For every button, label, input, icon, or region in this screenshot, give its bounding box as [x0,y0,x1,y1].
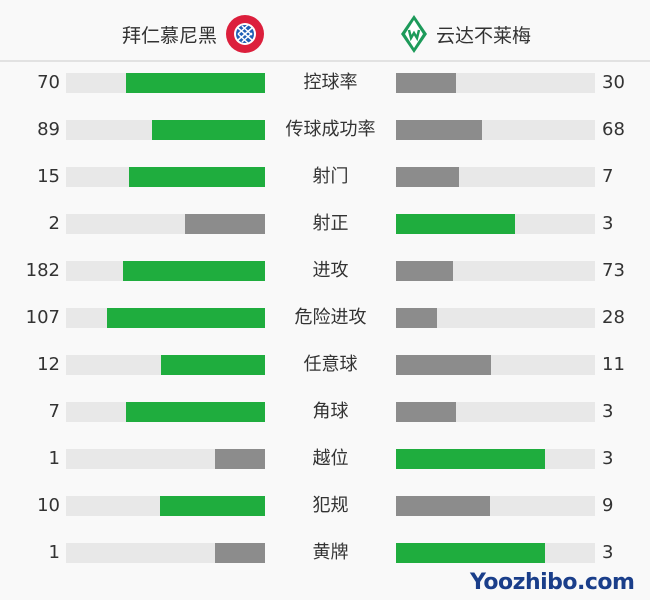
stat-row: 107 危险进攻 28 [0,307,650,329]
home-bar-fill [152,120,265,140]
werder-crest-icon [401,15,427,53]
home-value: 107 [25,307,60,328]
away-bar-fill [396,308,438,328]
home-value: 1 [48,542,60,563]
stat-label: 危险进攻 [294,307,367,328]
stat-row: 7 角球 3 [0,401,650,423]
away-bar-track [396,308,595,328]
away-bar-track [396,120,595,140]
home-value: 7 [48,401,60,422]
home-bar-track [66,449,265,469]
away-value: 3 [602,448,614,469]
stat-row: 182 进攻 73 [0,260,650,282]
home-bar-fill [125,402,265,422]
away-bar-fill [396,73,456,93]
away-bar-fill [396,355,492,375]
stat-label: 进攻 [312,260,349,281]
away-value: 30 [602,72,625,93]
away-bar-fill [396,402,456,422]
home-bar-track [66,355,265,375]
stat-label: 控球率 [303,72,358,93]
away-bar-track [396,496,595,516]
home-bar-fill [185,214,265,234]
home-bar-track [66,496,265,516]
away-bar-track [396,449,595,469]
away-bar-fill [396,543,546,563]
away-bar-fill [396,261,453,281]
home-team[interactable]: 拜仁慕尼黑 [122,14,265,54]
home-bar-fill [161,355,265,375]
home-bar-fill [215,543,265,563]
home-value: 182 [25,260,60,281]
stat-row: 89 传球成功率 68 [0,119,650,141]
stat-label: 传球成功率 [285,119,376,140]
home-bar-track [66,120,265,140]
stat-label: 射门 [312,166,349,187]
home-bar-track [66,73,265,93]
stat-row: 1 越位 3 [0,448,650,470]
away-value: 3 [602,213,614,234]
away-bar-fill [396,120,483,140]
header-divider [0,60,650,62]
stat-label: 射正 [312,213,349,234]
home-bar-track [66,308,265,328]
home-value: 89 [37,119,60,140]
home-value: 2 [48,213,60,234]
stat-row: 1 黄牌 3 [0,542,650,564]
home-bar-fill [125,73,265,93]
stat-row: 70 控球率 30 [0,72,650,94]
home-bar-fill [160,496,265,516]
home-bar-track [66,543,265,563]
home-bar-fill [129,167,265,187]
stat-row: 15 射门 7 [0,166,650,188]
home-value: 70 [37,72,60,93]
away-bar-track [396,214,595,234]
home-bar-track [66,167,265,187]
bayern-crest-icon [226,15,265,53]
away-value: 28 [602,307,625,328]
away-bar-fill [396,449,546,469]
away-bar-track [396,355,595,375]
away-value: 68 [602,119,625,140]
home-team-name: 拜仁慕尼黑 [122,24,218,47]
stat-label: 犯规 [312,495,349,516]
away-value: 73 [602,260,625,281]
stat-row: 2 射正 3 [0,213,650,235]
away-bar-fill [396,167,460,187]
away-bar-track [396,167,595,187]
home-bar-fill [107,308,265,328]
home-value: 12 [37,354,60,375]
match-header: 拜仁慕尼黑 云达不莱梅 [0,0,650,58]
away-bar-track [396,543,595,563]
away-value: 3 [602,542,614,563]
away-bar-track [396,402,595,422]
away-bar-track [396,73,595,93]
away-bar-track [396,261,595,281]
stat-label: 任意球 [303,354,358,375]
stat-label: 角球 [312,401,349,422]
home-bar-track [66,214,265,234]
watermark: Yoozhibo.com [470,570,635,595]
home-bar-track [66,402,265,422]
away-team-name: 云达不莱梅 [436,24,532,47]
stat-label: 越位 [312,448,349,469]
away-value: 11 [602,354,625,375]
stat-row: 10 犯规 9 [0,495,650,517]
away-value: 9 [602,495,614,516]
away-team[interactable]: 云达不莱梅 [400,14,531,54]
home-value: 1 [48,448,60,469]
stat-row: 12 任意球 11 [0,354,650,376]
home-bar-fill [215,449,265,469]
home-value: 10 [37,495,60,516]
away-value: 3 [602,401,614,422]
home-bar-track [66,261,265,281]
stat-label: 黄牌 [312,542,349,563]
away-bar-fill [396,496,491,516]
away-value: 7 [602,166,614,187]
away-bar-fill [396,214,516,234]
home-bar-fill [122,261,265,281]
home-value: 15 [37,166,60,187]
